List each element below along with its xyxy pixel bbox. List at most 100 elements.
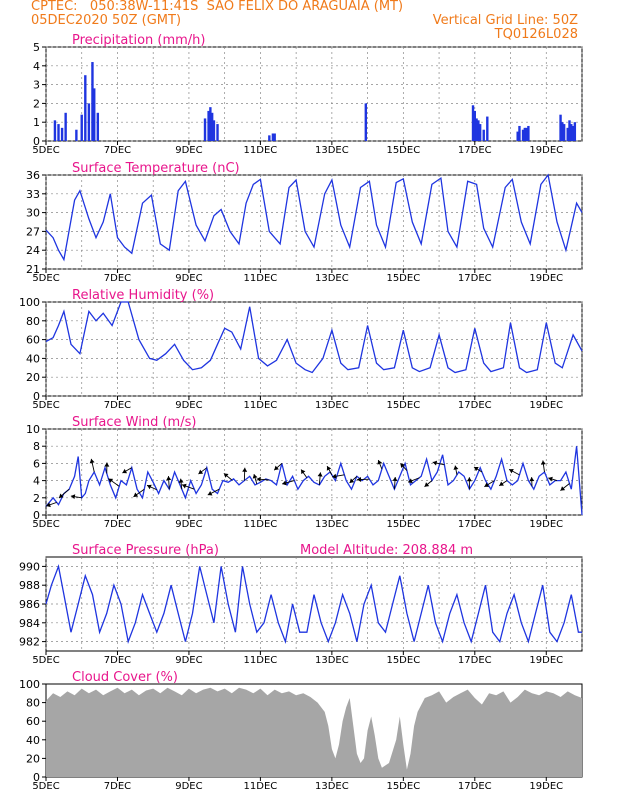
precip-bar [525, 127, 528, 141]
wind-arrowhead [182, 483, 187, 489]
cloud-xtick-label: 17DEC [458, 781, 492, 792]
pres-xtick-label: 17DEC [458, 655, 492, 666]
wind-arrowhead [473, 466, 479, 472]
wind-arrowhead [357, 476, 362, 482]
precip-bar [87, 103, 91, 141]
pres-xtick-label: 19DEC [529, 655, 563, 666]
temp-xtick-label: 13DEC [315, 273, 349, 284]
temp-ytick-label: 30 [26, 207, 40, 220]
pres-annotation: Model Altitude: 208.884 m [300, 543, 473, 558]
wind-arrowhead [58, 493, 64, 499]
wind-arrowhead [529, 477, 535, 482]
precip-ytick-label: 3 [33, 79, 40, 92]
header-date: 05DEC2020 50Z (GMT) [31, 13, 182, 28]
precip-bar [477, 120, 480, 141]
wind-arrowhead [466, 477, 472, 482]
wind-xtick-label: 11DEC [244, 519, 278, 530]
precip-xtick-label: 13DEC [315, 145, 349, 156]
wind-arrowhead [400, 463, 405, 469]
wind-arrowhead [133, 492, 139, 497]
wind-arrowhead [317, 472, 323, 477]
rh-ytick-label: 80 [26, 315, 40, 328]
rh-xtick-label: 17DEC [458, 400, 492, 411]
wind-arrowhead [540, 460, 546, 465]
precip-bar [478, 124, 482, 141]
rh-ytick-label: 20 [26, 371, 40, 384]
precip-bar [216, 124, 219, 141]
precip-bar [570, 124, 573, 141]
wind-ytick-label: 8 [33, 440, 40, 453]
header-line1: CPTEC: 050:38W-11:41S SAO FELIX DO ARAGU… [31, 0, 404, 14]
precip-xtick-label: 17DEC [458, 145, 492, 156]
wind-arrowhead [46, 502, 51, 508]
precip-xtick-label: 15DEC [386, 145, 420, 156]
precip-bar [561, 122, 564, 141]
precip-xtick-label: 7DEC [104, 145, 131, 156]
precip-bar [562, 124, 566, 141]
temp-xtick-label: 9DEC [175, 273, 202, 284]
rh-ytick-label: 0 [33, 390, 40, 403]
rh-xtick-label: 5DEC [32, 400, 59, 411]
temp-ytick-label: 33 [26, 188, 40, 201]
precip-bar [527, 125, 530, 141]
wind-ytick-label: 0 [33, 509, 40, 522]
wind-arrowhead [499, 481, 504, 486]
precip-bar [482, 129, 485, 141]
wind-arrowhead [548, 476, 553, 482]
wind-arrowhead [89, 458, 95, 464]
cloud-ytick-label: 100 [19, 678, 40, 691]
precip-bar [271, 133, 275, 141]
wind-arrowhead [408, 478, 413, 484]
precip-ytick-label: 2 [33, 97, 40, 110]
wind-arrowhead [178, 478, 184, 483]
precip-bar [210, 112, 214, 141]
rh-ytick-label: 100 [19, 296, 40, 309]
temp-xtick-label: 15DEC [386, 273, 420, 284]
precip-bar [75, 129, 78, 141]
precip-bar [80, 114, 83, 141]
precip-bar [53, 120, 57, 141]
cloud-area [46, 687, 582, 777]
precip-frame [45, 46, 583, 142]
pres-xtick-label: 15DEC [386, 655, 420, 666]
wind-xtick-label: 5DEC [32, 519, 59, 530]
precip-bar [521, 129, 525, 141]
wind-arrowhead [223, 473, 229, 478]
precip-ytick-label: 5 [33, 41, 40, 54]
temp-title: Surface Temperature (nC) [72, 161, 240, 176]
pres-ytick-label: 988 [19, 579, 40, 592]
precip-ytick-label: 1 [33, 116, 40, 129]
wind-arrowhead [424, 482, 430, 487]
wind-arrowhead [377, 460, 383, 465]
precip-bar [573, 122, 577, 141]
precip-ytick-label: 0 [33, 135, 40, 148]
precip-bar [96, 112, 100, 141]
precip-bar [207, 110, 210, 141]
wind-arrowhead [282, 480, 287, 486]
temp-xtick-label: 17DEC [458, 273, 492, 284]
header-gridline: Vertical Grid Line: 50Z [432, 13, 578, 28]
wind-arrowhead [509, 469, 514, 474]
wind-ytick-label: 10 [26, 423, 40, 436]
temp-ytick-label: 27 [26, 225, 40, 238]
precip-bar [364, 103, 368, 141]
precip-bar [559, 114, 562, 141]
precip-bar [475, 118, 478, 141]
wind-xtick-label: 19DEC [529, 519, 563, 530]
wind-ytick-label: 6 [33, 457, 40, 470]
temp-ytick-label: 21 [26, 263, 40, 276]
precip-xtick-label: 9DEC [175, 145, 202, 156]
temp-xtick-label: 5DEC [32, 273, 59, 284]
precip-bar [93, 88, 96, 141]
wind-title: Surface Wind (m/s) [72, 415, 196, 430]
pres-ytick-label: 990 [19, 560, 40, 573]
wind-arrowhead [326, 466, 332, 471]
wind-xtick-label: 7DEC [104, 519, 131, 530]
precip-xtick-label: 11DEC [244, 145, 278, 156]
pres-ytick-label: 986 [19, 598, 40, 611]
cloud-ytick-label: 40 [26, 734, 40, 747]
wind-arrowhead [108, 478, 114, 483]
wind-arrowhead [349, 478, 355, 483]
wind-arrowhead [256, 476, 261, 482]
